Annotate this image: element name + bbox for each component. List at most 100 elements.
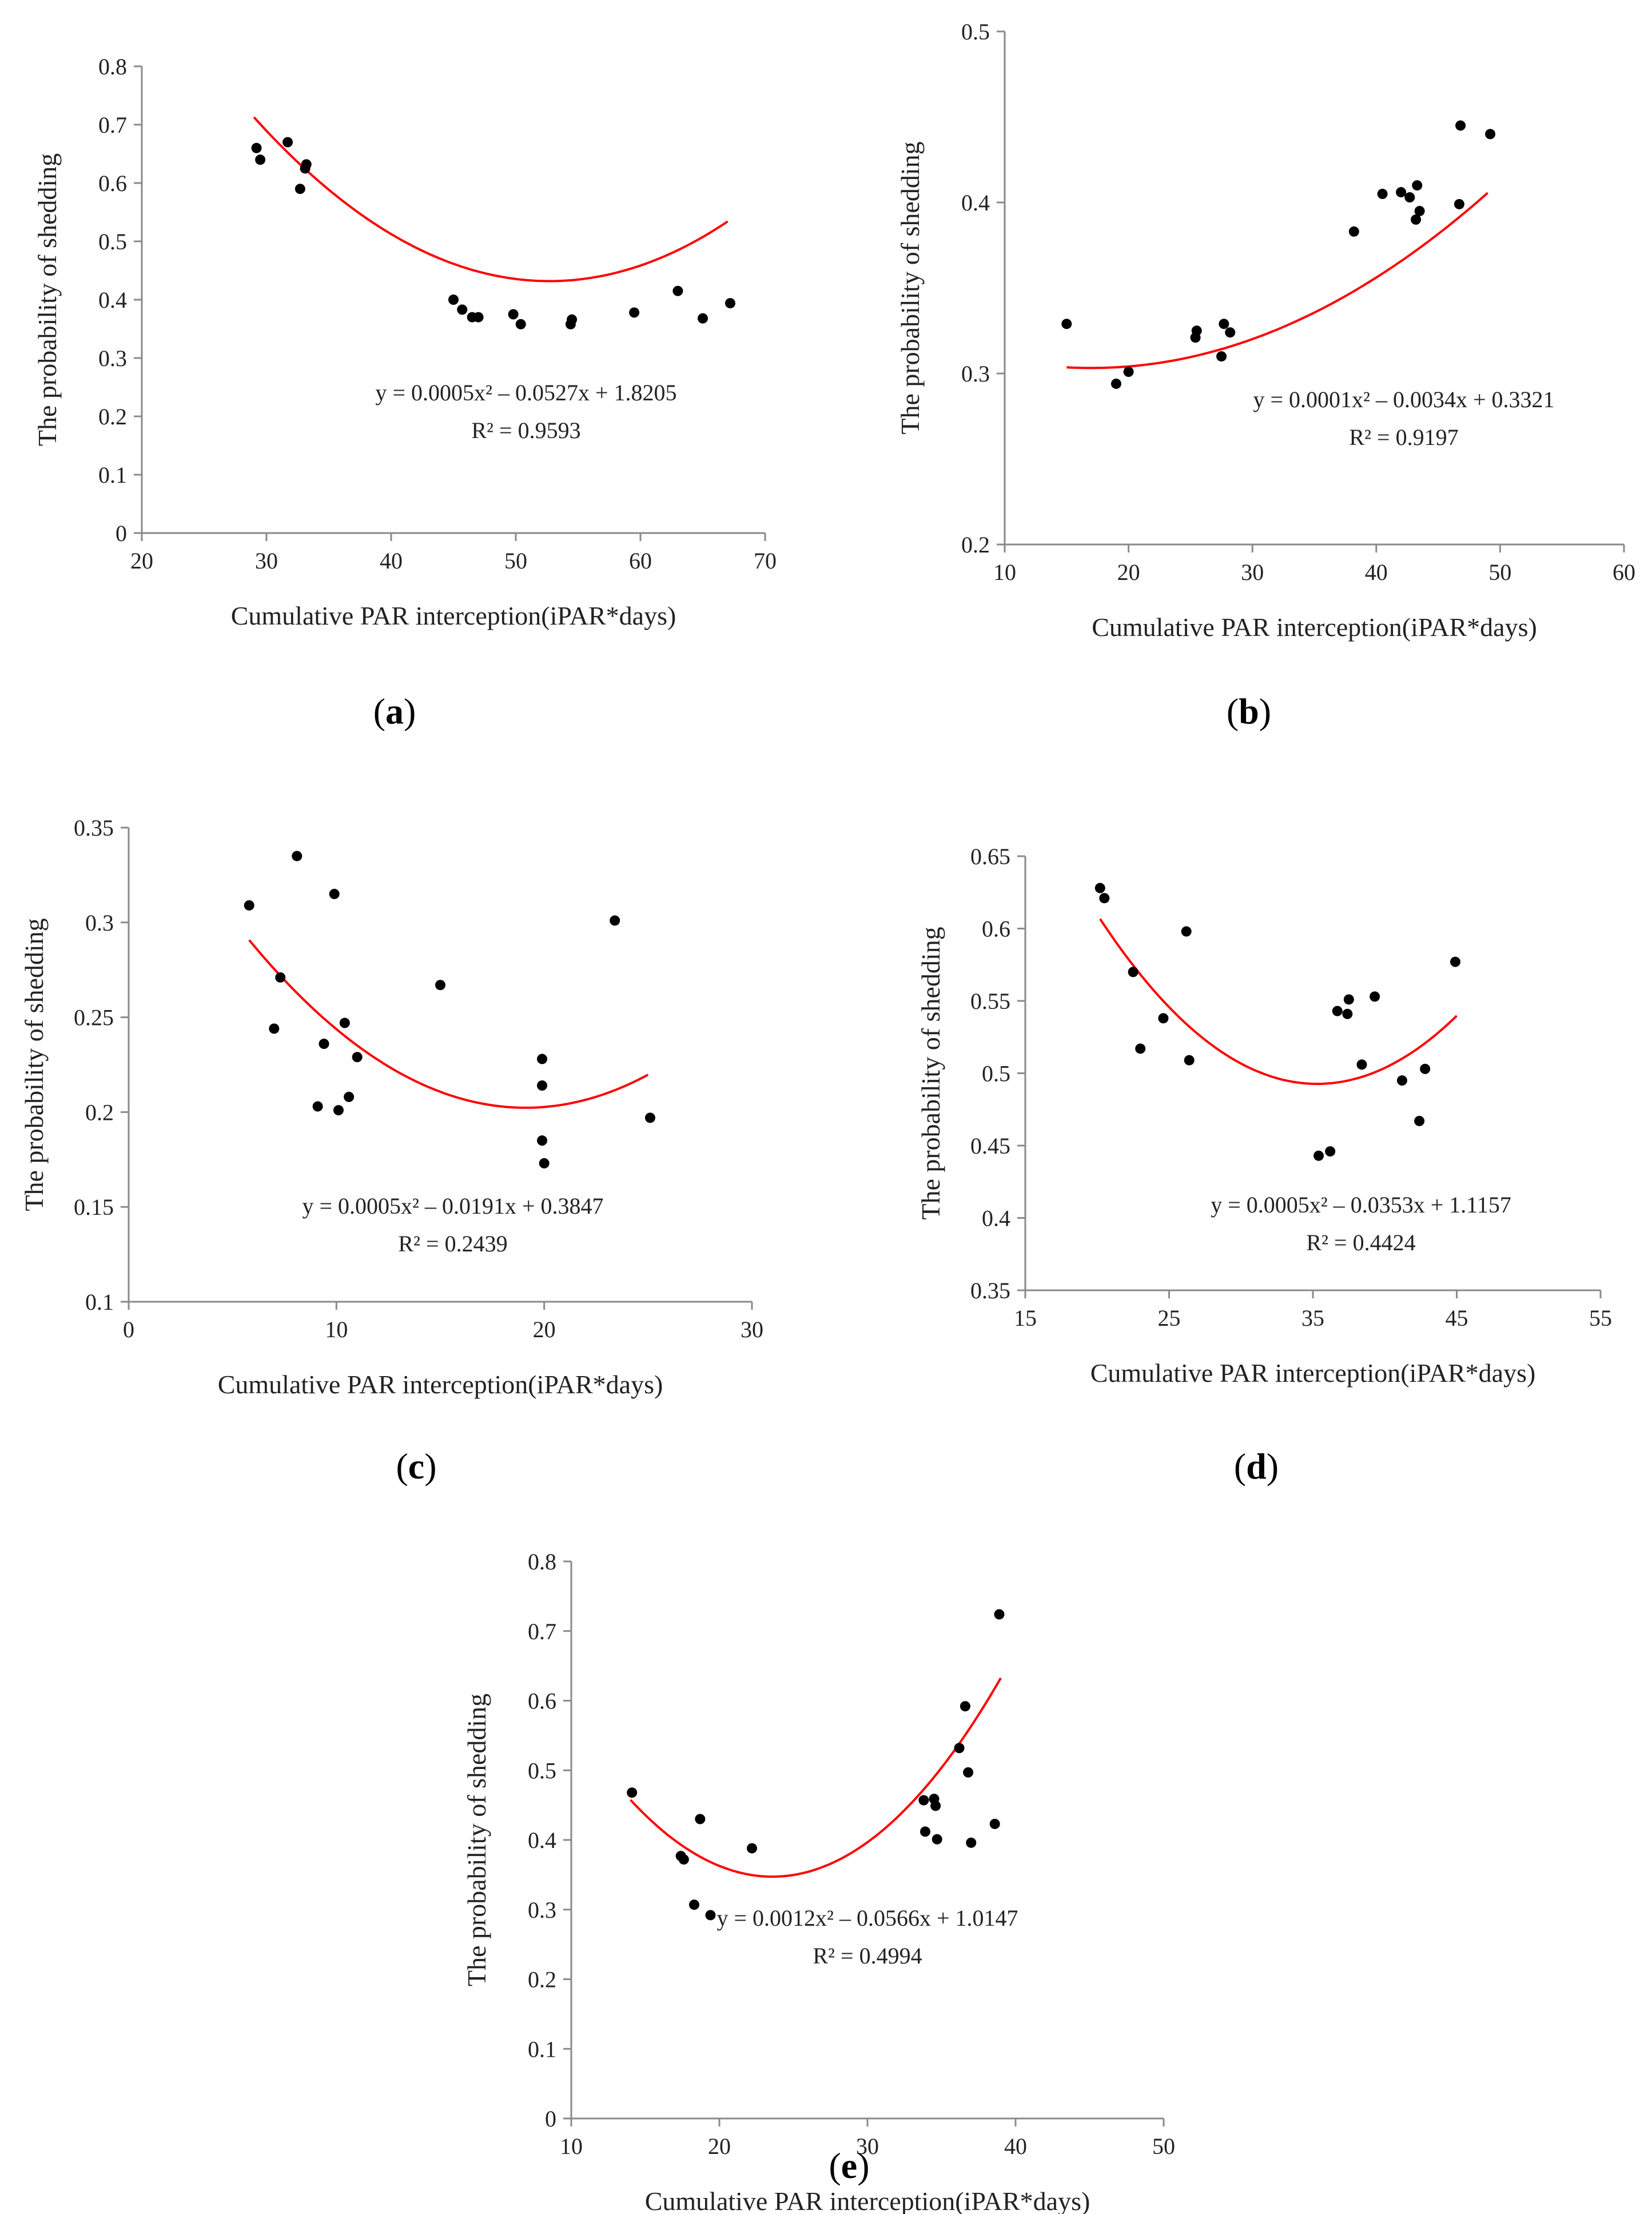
x-tick-label: 10 [993, 559, 1016, 585]
data-point [994, 1609, 1005, 1620]
data-point [1099, 893, 1110, 904]
data-point [473, 312, 484, 323]
data-point [1123, 367, 1134, 377]
y-axis-label: The probability of shedding [19, 918, 49, 1211]
x-tick-label: 55 [1589, 1305, 1612, 1331]
panel-caption-letter: a [385, 691, 404, 732]
panel-caption-letter: b [1239, 691, 1259, 732]
data-point [344, 1091, 355, 1102]
data-point [688, 1899, 699, 1910]
data-point [269, 1023, 280, 1034]
trendline [248, 939, 649, 1109]
data-point [1356, 1059, 1367, 1070]
data-point [244, 900, 254, 911]
y-axis-label: The probability of shedding [462, 1694, 491, 1986]
data-point [1128, 967, 1139, 977]
data-point [1450, 956, 1460, 967]
data-point [1396, 187, 1407, 198]
trendline [253, 116, 729, 283]
y-tick-label: 0.5 [98, 229, 127, 255]
r-squared: R² = 0.4994 [813, 1943, 922, 1969]
data-point [695, 1814, 706, 1825]
x-tick-label: 60 [629, 548, 652, 574]
x-tick-label: 45 [1446, 1305, 1468, 1331]
y-tick-label: 0.1 [528, 2036, 556, 2062]
r-squared: R² = 0.2439 [398, 1231, 507, 1257]
panel-caption: (c) [396, 1446, 436, 1486]
data-point [920, 1826, 931, 1837]
panel-caption: (b) [1227, 691, 1271, 732]
data-point [333, 1105, 344, 1116]
x-tick-label: 35 [1301, 1305, 1324, 1331]
trendline-equation: y = 0.0005x² – 0.0353x + 1.1157 [1211, 1192, 1511, 1218]
data-point [1420, 1063, 1431, 1074]
data-point [610, 915, 620, 926]
data-point [1191, 325, 1202, 336]
r-squared: R² = 0.9197 [1349, 424, 1458, 450]
x-tick-label: 50 [1152, 2133, 1175, 2159]
panel-caption-letter: d [1246, 1446, 1267, 1486]
y-tick-label: 0.2 [528, 1967, 556, 1993]
y-tick-label: 0.5 [528, 1758, 556, 1783]
x-tick-label: 40 [1004, 2133, 1027, 2159]
data-point [1184, 1055, 1195, 1066]
x-axis-label: Cumulative PAR interception(iPAR*days) [645, 2187, 1090, 2214]
panel-caption: (e) [829, 2145, 869, 2186]
data-point [1325, 1146, 1336, 1157]
y-tick-label: 0.2 [85, 1099, 114, 1125]
data-point [930, 1800, 941, 1811]
data-point [339, 1017, 350, 1028]
data-point [515, 319, 526, 329]
data-point [329, 889, 340, 900]
y-tick-label: 0.45 [970, 1133, 1010, 1159]
data-point [1485, 129, 1496, 140]
data-point [1343, 994, 1354, 1005]
chart-panel-c: 0.1 0.15 0.2 0.25 0.3 0.35 0 10 20 30 Cumulative P… [19, 815, 763, 1486]
data-point [644, 1112, 655, 1123]
trendline-equation: y = 0.0005x² – 0.0527x + 1.8205 [375, 380, 676, 406]
data-point [678, 1854, 689, 1865]
y-tick-label: 0.4 [961, 190, 990, 216]
y-tick-label: 0.3 [85, 910, 114, 936]
x-tick-label: 60 [1613, 559, 1635, 585]
data-point [251, 142, 262, 153]
x-axis-label: Cumulative PAR interception(iPAR*days) [1090, 1358, 1536, 1388]
data-point [725, 298, 735, 309]
data-point [508, 309, 519, 320]
x-tick-label: 70 [754, 548, 777, 574]
data-point [1110, 378, 1121, 389]
x-axis-label: Cumulative PAR interception(iPAR*days) [1092, 613, 1537, 642]
data-point [567, 314, 578, 325]
data-point [627, 1787, 638, 1798]
x-tick-label: 30 [856, 2133, 879, 2159]
data-point [966, 1837, 977, 1848]
x-tick-label: 25 [1158, 1305, 1181, 1331]
x-tick-label: 50 [1488, 559, 1511, 585]
data-point [539, 1158, 550, 1168]
data-point [1061, 319, 1072, 329]
y-tick-label: 0.4 [98, 287, 127, 313]
data-point [1414, 1115, 1425, 1126]
data-point [989, 1818, 1000, 1829]
trendline [1099, 918, 1458, 1086]
y-tick-label: 0.3 [528, 1897, 556, 1923]
r-squared: R² = 0.9593 [471, 418, 580, 443]
chart-panel-e: 0 0.1 0.2 0.3 0.4 0.5 0.6 0.7 0.8 10 20 30 40 50 Cumul… [462, 1549, 1175, 2214]
trendline-equation: y = 0.0001x² – 0.0034x + 0.3321 [1253, 387, 1554, 412]
y-tick-label: 0.2 [98, 404, 127, 430]
data-point [352, 1052, 363, 1063]
data-point [1370, 991, 1380, 1002]
data-point [435, 980, 445, 991]
data-point [960, 1701, 970, 1712]
data-point [312, 1101, 323, 1112]
y-tick-label: 0.3 [961, 361, 990, 387]
trendline [1066, 192, 1489, 369]
y-tick-label: 0.7 [528, 1619, 556, 1644]
data-point [1158, 1013, 1169, 1024]
y-tick-label: 0.8 [528, 1549, 556, 1575]
data-point [1181, 926, 1192, 937]
x-tick-label: 0 [123, 1317, 134, 1342]
data-point [932, 1834, 942, 1845]
data-point [629, 307, 640, 318]
y-tick-label: 0 [545, 2106, 556, 2132]
